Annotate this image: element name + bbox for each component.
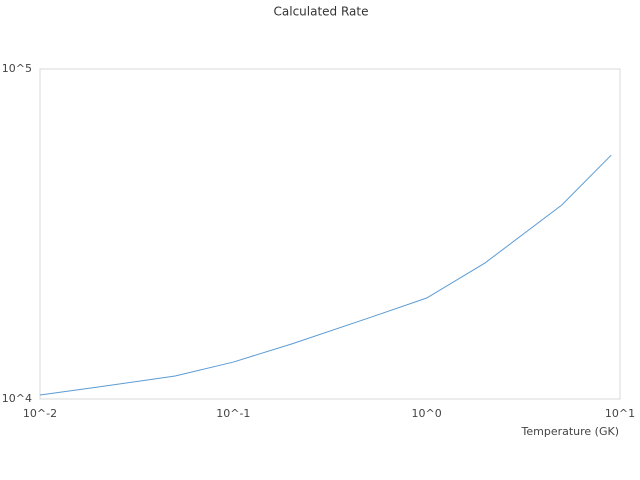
y-tick-label: 10^4 <box>2 392 32 405</box>
x-tick-label: 10^-2 <box>23 407 57 420</box>
x-tick-label: 10^-1 <box>216 407 250 420</box>
chart-title: Calculated Rate <box>274 5 369 19</box>
line-series <box>39 154 612 396</box>
plot-frame <box>39 68 621 400</box>
x-axis-label: Temperature (GK) <box>521 425 620 438</box>
x-tick-label: 10^0 <box>412 407 442 420</box>
y-tick-label: 10^5 <box>2 62 32 75</box>
x-tick-label: 10^1 <box>605 407 635 420</box>
